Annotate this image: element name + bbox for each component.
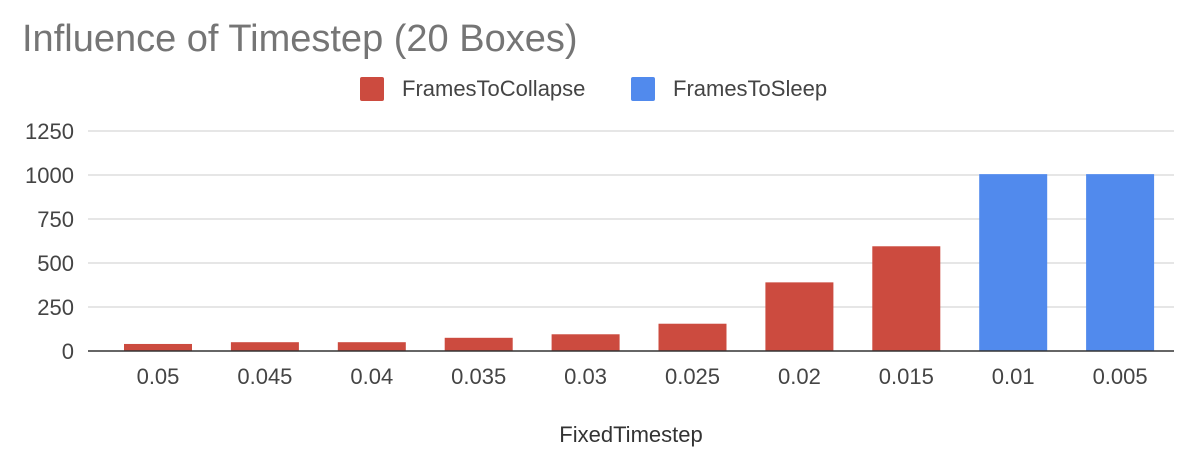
bar-FramesToSleep-0.005[interactable]: [1086, 174, 1155, 351]
x-tick-label: 0.01: [992, 364, 1035, 389]
x-tick-label: 0.02: [778, 364, 821, 389]
chart-title: Influence of Timestep (20 Boxes): [22, 18, 578, 60]
y-tick-label: 750: [37, 207, 74, 232]
x-tick-label: 0.03: [564, 364, 607, 389]
bar-FramesToCollapse-0.04[interactable]: [337, 342, 406, 351]
legend-item-frames-to-sleep[interactable]: FramesToSleep: [631, 76, 827, 102]
legend-item-frames-to-collapse[interactable]: FramesToCollapse: [360, 76, 585, 102]
bar-FramesToCollapse-0.015[interactable]: [872, 246, 941, 351]
bar-FramesToCollapse-0.03[interactable]: [551, 334, 620, 351]
legend-label-frames-to-sleep: FramesToSleep: [673, 76, 828, 101]
y-tick-label: 0: [62, 339, 74, 364]
bars: [124, 174, 1155, 351]
bar-FramesToSleep-0.01[interactable]: [979, 174, 1048, 351]
y-tick-label: 1250: [25, 119, 74, 144]
y-tick-label: 250: [37, 295, 74, 320]
legend-label-frames-to-collapse: FramesToCollapse: [402, 76, 586, 101]
bar-FramesToCollapse-0.05[interactable]: [124, 343, 192, 351]
x-tick-label: 0.005: [1093, 364, 1148, 389]
x-tick-label: 0.025: [665, 364, 720, 389]
x-tick-label: 0.045: [237, 364, 292, 389]
bar-FramesToCollapse-0.02[interactable]: [765, 282, 834, 351]
x-tick-label: 0.05: [137, 364, 180, 389]
x-tick-label: 0.04: [350, 364, 393, 389]
legend-swatch-frames-to-sleep: [631, 77, 655, 101]
x-tick-label: 0.035: [451, 364, 506, 389]
bar-FramesToCollapse-0.025[interactable]: [658, 323, 727, 351]
y-tick-label: 500: [37, 251, 74, 276]
x-axis-title: FixedTimestep: [559, 422, 703, 447]
bar-FramesToCollapse-0.045[interactable]: [230, 342, 299, 351]
x-tick-label: 0.015: [879, 364, 934, 389]
legend: FramesToCollapse FramesToSleep: [0, 76, 1196, 106]
y-tick-label: 1000: [25, 163, 74, 188]
legend-swatch-frames-to-collapse: [360, 77, 384, 101]
y-axis-ticks: 0 250 500 750 1000 1250: [25, 119, 74, 364]
x-axis-ticks: 0.05 0.045 0.04 0.035 0.03 0.025 0.02 0.015 0.01…: [137, 364, 1148, 389]
bar-FramesToCollapse-0.035[interactable]: [444, 337, 513, 351]
